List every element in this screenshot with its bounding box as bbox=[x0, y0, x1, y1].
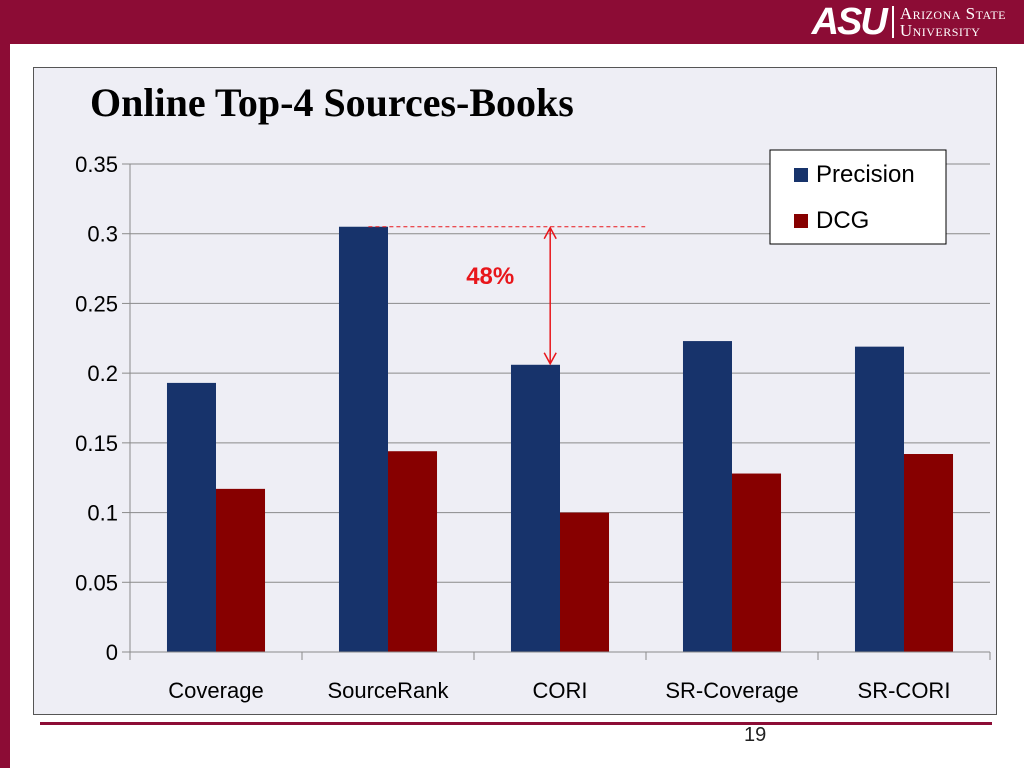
left-band bbox=[0, 0, 10, 768]
axis-layer: 0 0.05 0.1 0.15 0.2 0.25 0.3 0.35 Coverage Source… bbox=[75, 152, 991, 703]
y-tick-label: 0.05 bbox=[75, 570, 118, 595]
bar-precision bbox=[682, 341, 732, 652]
logo-words: Arizona State University bbox=[900, 5, 1006, 39]
legend-label-dcg: DCG bbox=[816, 207, 869, 234]
asu-logo: ASU Arizona State University bbox=[812, 2, 1006, 42]
bar-dcg bbox=[388, 451, 438, 652]
bar-precision bbox=[510, 364, 560, 652]
logo-divider bbox=[891, 6, 894, 38]
y-tick-label: 0.1 bbox=[87, 501, 118, 526]
legend-box bbox=[769, 149, 947, 245]
y-tick-label: 0.2 bbox=[87, 361, 118, 386]
y-tick-label: 0.15 bbox=[75, 431, 118, 456]
bar-precision bbox=[854, 346, 904, 652]
x-tick-label: SourceRank bbox=[327, 678, 449, 703]
x-tick-label: Coverage bbox=[168, 678, 263, 703]
bars-layer bbox=[166, 226, 954, 652]
y-tick-label: 0 bbox=[106, 640, 118, 665]
annotation-layer: 48% bbox=[368, 226, 646, 366]
legend-swatch-dcg bbox=[794, 214, 808, 228]
annotation-arrowhead-down bbox=[543, 352, 557, 366]
x-tick-label: SR-Coverage bbox=[665, 678, 798, 703]
header-band bbox=[0, 0, 1024, 44]
legend: Precision DCG bbox=[769, 149, 947, 245]
x-tick-label: CORI bbox=[533, 678, 588, 703]
bar-dcg bbox=[904, 454, 954, 652]
annotation-label: 48% bbox=[466, 263, 514, 290]
annotation-arrowhead-up bbox=[543, 226, 557, 240]
bar-dcg bbox=[216, 488, 266, 652]
y-tick-label: 0.3 bbox=[87, 222, 118, 247]
logo-line-1: Arizona State bbox=[899, 4, 1006, 23]
logo-line-2: University bbox=[899, 21, 981, 40]
legend-swatch-precision bbox=[794, 168, 808, 182]
logo-mark: ASU bbox=[811, 1, 888, 43]
bar-chart: Online Top-4 Sources-Books 00.050.10.150… bbox=[75, 80, 991, 703]
bar-dcg bbox=[560, 512, 610, 652]
bar-precision bbox=[338, 226, 388, 652]
legend-label-precision: Precision bbox=[816, 161, 915, 188]
bar-dcg bbox=[732, 473, 782, 652]
footer-rule bbox=[40, 722, 992, 725]
chart-frame: Online Top-4 Sources-Books 0 0.05 0.1 0.15 0… bbox=[33, 67, 997, 715]
page-number: 19 bbox=[744, 724, 767, 746]
chart-title: Online Top-4 Sources-Books bbox=[90, 80, 574, 125]
bar-precision bbox=[166, 382, 216, 652]
y-tick-label: 0.35 bbox=[75, 152, 118, 177]
y-tick-label: 0.25 bbox=[75, 291, 118, 316]
x-tick-label: SR-CORI bbox=[858, 678, 951, 703]
